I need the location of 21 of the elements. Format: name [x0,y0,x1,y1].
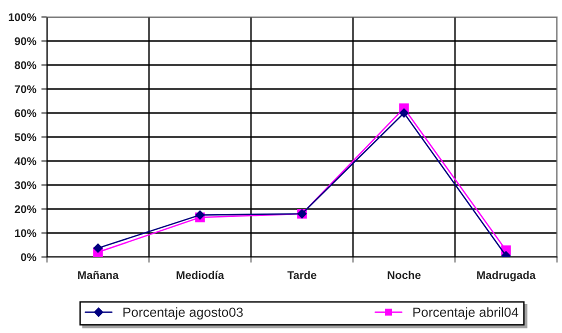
legend-label: Porcentaje agosto03 [123,307,243,320]
point [399,108,409,118]
x-tick-label: Noche [388,270,421,280]
x-tick-label: Mediodía [176,270,224,280]
y-tick-label: 60% [14,109,36,118]
y-tick-label: 80% [14,61,36,70]
point [93,243,103,253]
y-tick-label: 70% [14,85,36,94]
y-tick-label: 90% [14,37,36,46]
x-tick-label: Tarde [287,270,316,280]
y-tick-label: 10% [15,229,36,238]
y-tick-label: 30% [14,181,36,190]
x-tick-label: Madrugada [477,270,536,282]
y-tick-label: 100% [8,13,36,22]
point [195,210,205,220]
y-tick-label: 40% [14,157,36,166]
legend-label: Porcentaje abril04 [413,307,518,320]
y-tick-label: 0% [20,253,36,262]
y-tick-label: 50% [14,133,36,142]
x-tick-label: Mañana [78,270,119,280]
y-tick-label: 20% [14,205,36,214]
